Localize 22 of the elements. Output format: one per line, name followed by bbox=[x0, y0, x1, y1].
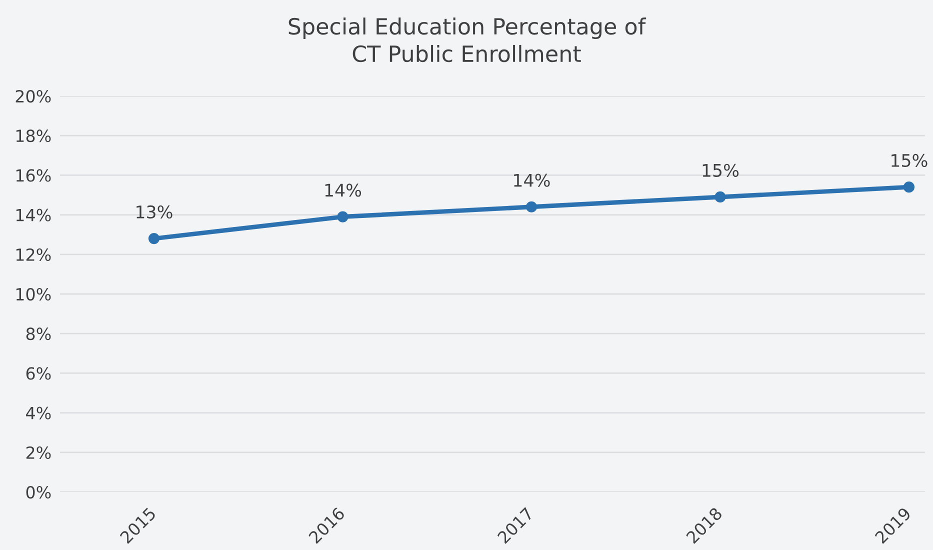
point bbox=[148, 233, 160, 244]
data-label: 15% bbox=[702, 164, 739, 177]
chart-title: Special Education Percentage of CT Public Enrollment bbox=[288, 18, 646, 62]
y-tick-label: 12% bbox=[16, 248, 51, 261]
data-label: 13% bbox=[136, 205, 172, 219]
point bbox=[526, 201, 538, 212]
point bbox=[903, 182, 915, 193]
data-label: 14% bbox=[325, 184, 362, 197]
y-tick-label: 18% bbox=[16, 130, 51, 142]
y-tick-label: 10% bbox=[16, 288, 51, 301]
y-tick-label: 16% bbox=[16, 169, 51, 182]
y-tick-label: 4% bbox=[26, 406, 51, 420]
y-tick-label: 6% bbox=[26, 367, 51, 380]
y-tick-label: 0% bbox=[26, 486, 51, 499]
data-label: 15% bbox=[892, 154, 928, 168]
y-tick-label: 2% bbox=[26, 446, 51, 459]
data-label: 14% bbox=[514, 174, 550, 187]
y-tick-label: 8% bbox=[26, 328, 51, 340]
point bbox=[714, 191, 726, 203]
y-tick-label: 20% bbox=[16, 90, 51, 103]
point bbox=[337, 211, 348, 222]
y-tick-label: 14% bbox=[16, 208, 51, 222]
